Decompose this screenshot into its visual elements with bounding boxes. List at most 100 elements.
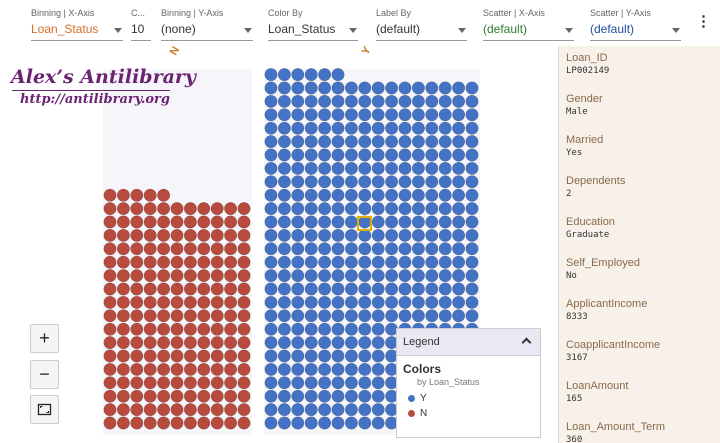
data-point-n[interactable]: [237, 282, 251, 296]
data-point-n[interactable]: [157, 403, 171, 417]
data-point-y[interactable]: [398, 148, 412, 162]
data-point-y[interactable]: [318, 295, 332, 309]
data-point-y[interactable]: [425, 242, 439, 256]
data-point-y[interactable]: [358, 362, 372, 376]
data-point-n[interactable]: [143, 403, 157, 417]
data-point-n[interactable]: [170, 242, 184, 256]
data-point-y[interactable]: [291, 148, 305, 162]
data-point-y[interactable]: [331, 416, 345, 430]
data-point-y[interactable]: [304, 215, 318, 229]
data-point-n[interactable]: [224, 269, 238, 283]
data-point-y[interactable]: [304, 135, 318, 149]
data-point-y[interactable]: [291, 135, 305, 149]
data-point-n[interactable]: [224, 322, 238, 336]
chevron-up-icon[interactable]: [521, 337, 532, 348]
data-point-y[interactable]: [358, 416, 372, 430]
data-point-y[interactable]: [385, 188, 399, 202]
data-point-y[interactable]: [398, 188, 412, 202]
data-point-y[interactable]: [264, 309, 278, 323]
data-point-n[interactable]: [224, 349, 238, 363]
data-point-y[interactable]: [465, 188, 479, 202]
data-point-y[interactable]: [411, 161, 425, 175]
data-point-n[interactable]: [197, 322, 211, 336]
data-point-n[interactable]: [130, 255, 144, 269]
data-point-y[interactable]: [318, 121, 332, 135]
data-point-n[interactable]: [170, 255, 184, 269]
data-point-n[interactable]: [116, 389, 130, 403]
data-point-n[interactable]: [197, 309, 211, 323]
data-point-n[interactable]: [130, 403, 144, 417]
data-point-y[interactable]: [371, 389, 385, 403]
data-point-y[interactable]: [291, 416, 305, 430]
data-point-y[interactable]: [331, 94, 345, 108]
data-point-y[interactable]: [277, 175, 291, 189]
data-point-y[interactable]: [331, 336, 345, 350]
data-point-y[interactable]: [358, 202, 372, 216]
data-point-n[interactable]: [210, 269, 224, 283]
data-point-y[interactable]: [331, 148, 345, 162]
data-point-n[interactable]: [157, 336, 171, 350]
data-point-y[interactable]: [344, 188, 358, 202]
data-point-y[interactable]: [452, 121, 466, 135]
data-point-y[interactable]: [385, 121, 399, 135]
data-point-y[interactable]: [277, 68, 291, 82]
data-point-y[interactable]: [264, 336, 278, 350]
data-point-n[interactable]: [157, 215, 171, 229]
data-point-y[interactable]: [425, 148, 439, 162]
data-point-n[interactable]: [103, 282, 117, 296]
data-point-y[interactable]: [385, 295, 399, 309]
binning-y-axis-control[interactable]: Binning | Y-Axis (none): [161, 8, 253, 41]
data-point-y[interactable]: [344, 403, 358, 417]
data-point-n[interactable]: [143, 282, 157, 296]
data-point-n[interactable]: [210, 255, 224, 269]
data-point-y[interactable]: [358, 148, 372, 162]
binning-x-axis-select[interactable]: Loan_Status: [31, 21, 123, 41]
data-point-n[interactable]: [237, 362, 251, 376]
data-point-n[interactable]: [143, 322, 157, 336]
data-point-n[interactable]: [103, 255, 117, 269]
data-point-y[interactable]: [385, 94, 399, 108]
color-by-control[interactable]: Color By Loan_Status: [268, 8, 358, 41]
data-point-n[interactable]: [157, 416, 171, 430]
data-point-y[interactable]: [331, 121, 345, 135]
data-point-n[interactable]: [237, 349, 251, 363]
data-point-y[interactable]: [398, 295, 412, 309]
data-point-n[interactable]: [197, 376, 211, 390]
data-point-y[interactable]: [304, 389, 318, 403]
data-point-y[interactable]: [344, 322, 358, 336]
data-point-y[interactable]: [465, 148, 479, 162]
data-point-y[interactable]: [277, 336, 291, 350]
data-point-n[interactable]: [103, 362, 117, 376]
data-point-n[interactable]: [103, 416, 117, 430]
data-point-n[interactable]: [210, 336, 224, 350]
data-point-y[interactable]: [291, 81, 305, 95]
data-point-n[interactable]: [130, 349, 144, 363]
data-point-n[interactable]: [197, 349, 211, 363]
data-point-y[interactable]: [411, 108, 425, 122]
data-point-n[interactable]: [237, 255, 251, 269]
data-point-y[interactable]: [358, 94, 372, 108]
data-point-y[interactable]: [398, 309, 412, 323]
data-point-y[interactable]: [304, 269, 318, 283]
data-point-y[interactable]: [291, 295, 305, 309]
data-point-y[interactable]: [371, 161, 385, 175]
data-point-n[interactable]: [103, 376, 117, 390]
data-point-y[interactable]: [438, 148, 452, 162]
data-point-y[interactable]: [452, 228, 466, 242]
data-point-y[interactable]: [438, 255, 452, 269]
data-point-y[interactable]: [465, 161, 479, 175]
data-point-n[interactable]: [224, 336, 238, 350]
data-point-y[interactable]: [331, 81, 345, 95]
data-point-y[interactable]: [411, 188, 425, 202]
data-point-y[interactable]: [344, 135, 358, 149]
data-point-y[interactable]: [465, 282, 479, 296]
data-point-y[interactable]: [304, 121, 318, 135]
data-point-n[interactable]: [116, 322, 130, 336]
data-point-y[interactable]: [385, 202, 399, 216]
data-point-y[interactable]: [358, 81, 372, 95]
data-point-n[interactable]: [237, 242, 251, 256]
data-point-n[interactable]: [237, 403, 251, 417]
data-point-y[interactable]: [425, 135, 439, 149]
data-point-y[interactable]: [398, 108, 412, 122]
data-point-y[interactable]: [425, 269, 439, 283]
